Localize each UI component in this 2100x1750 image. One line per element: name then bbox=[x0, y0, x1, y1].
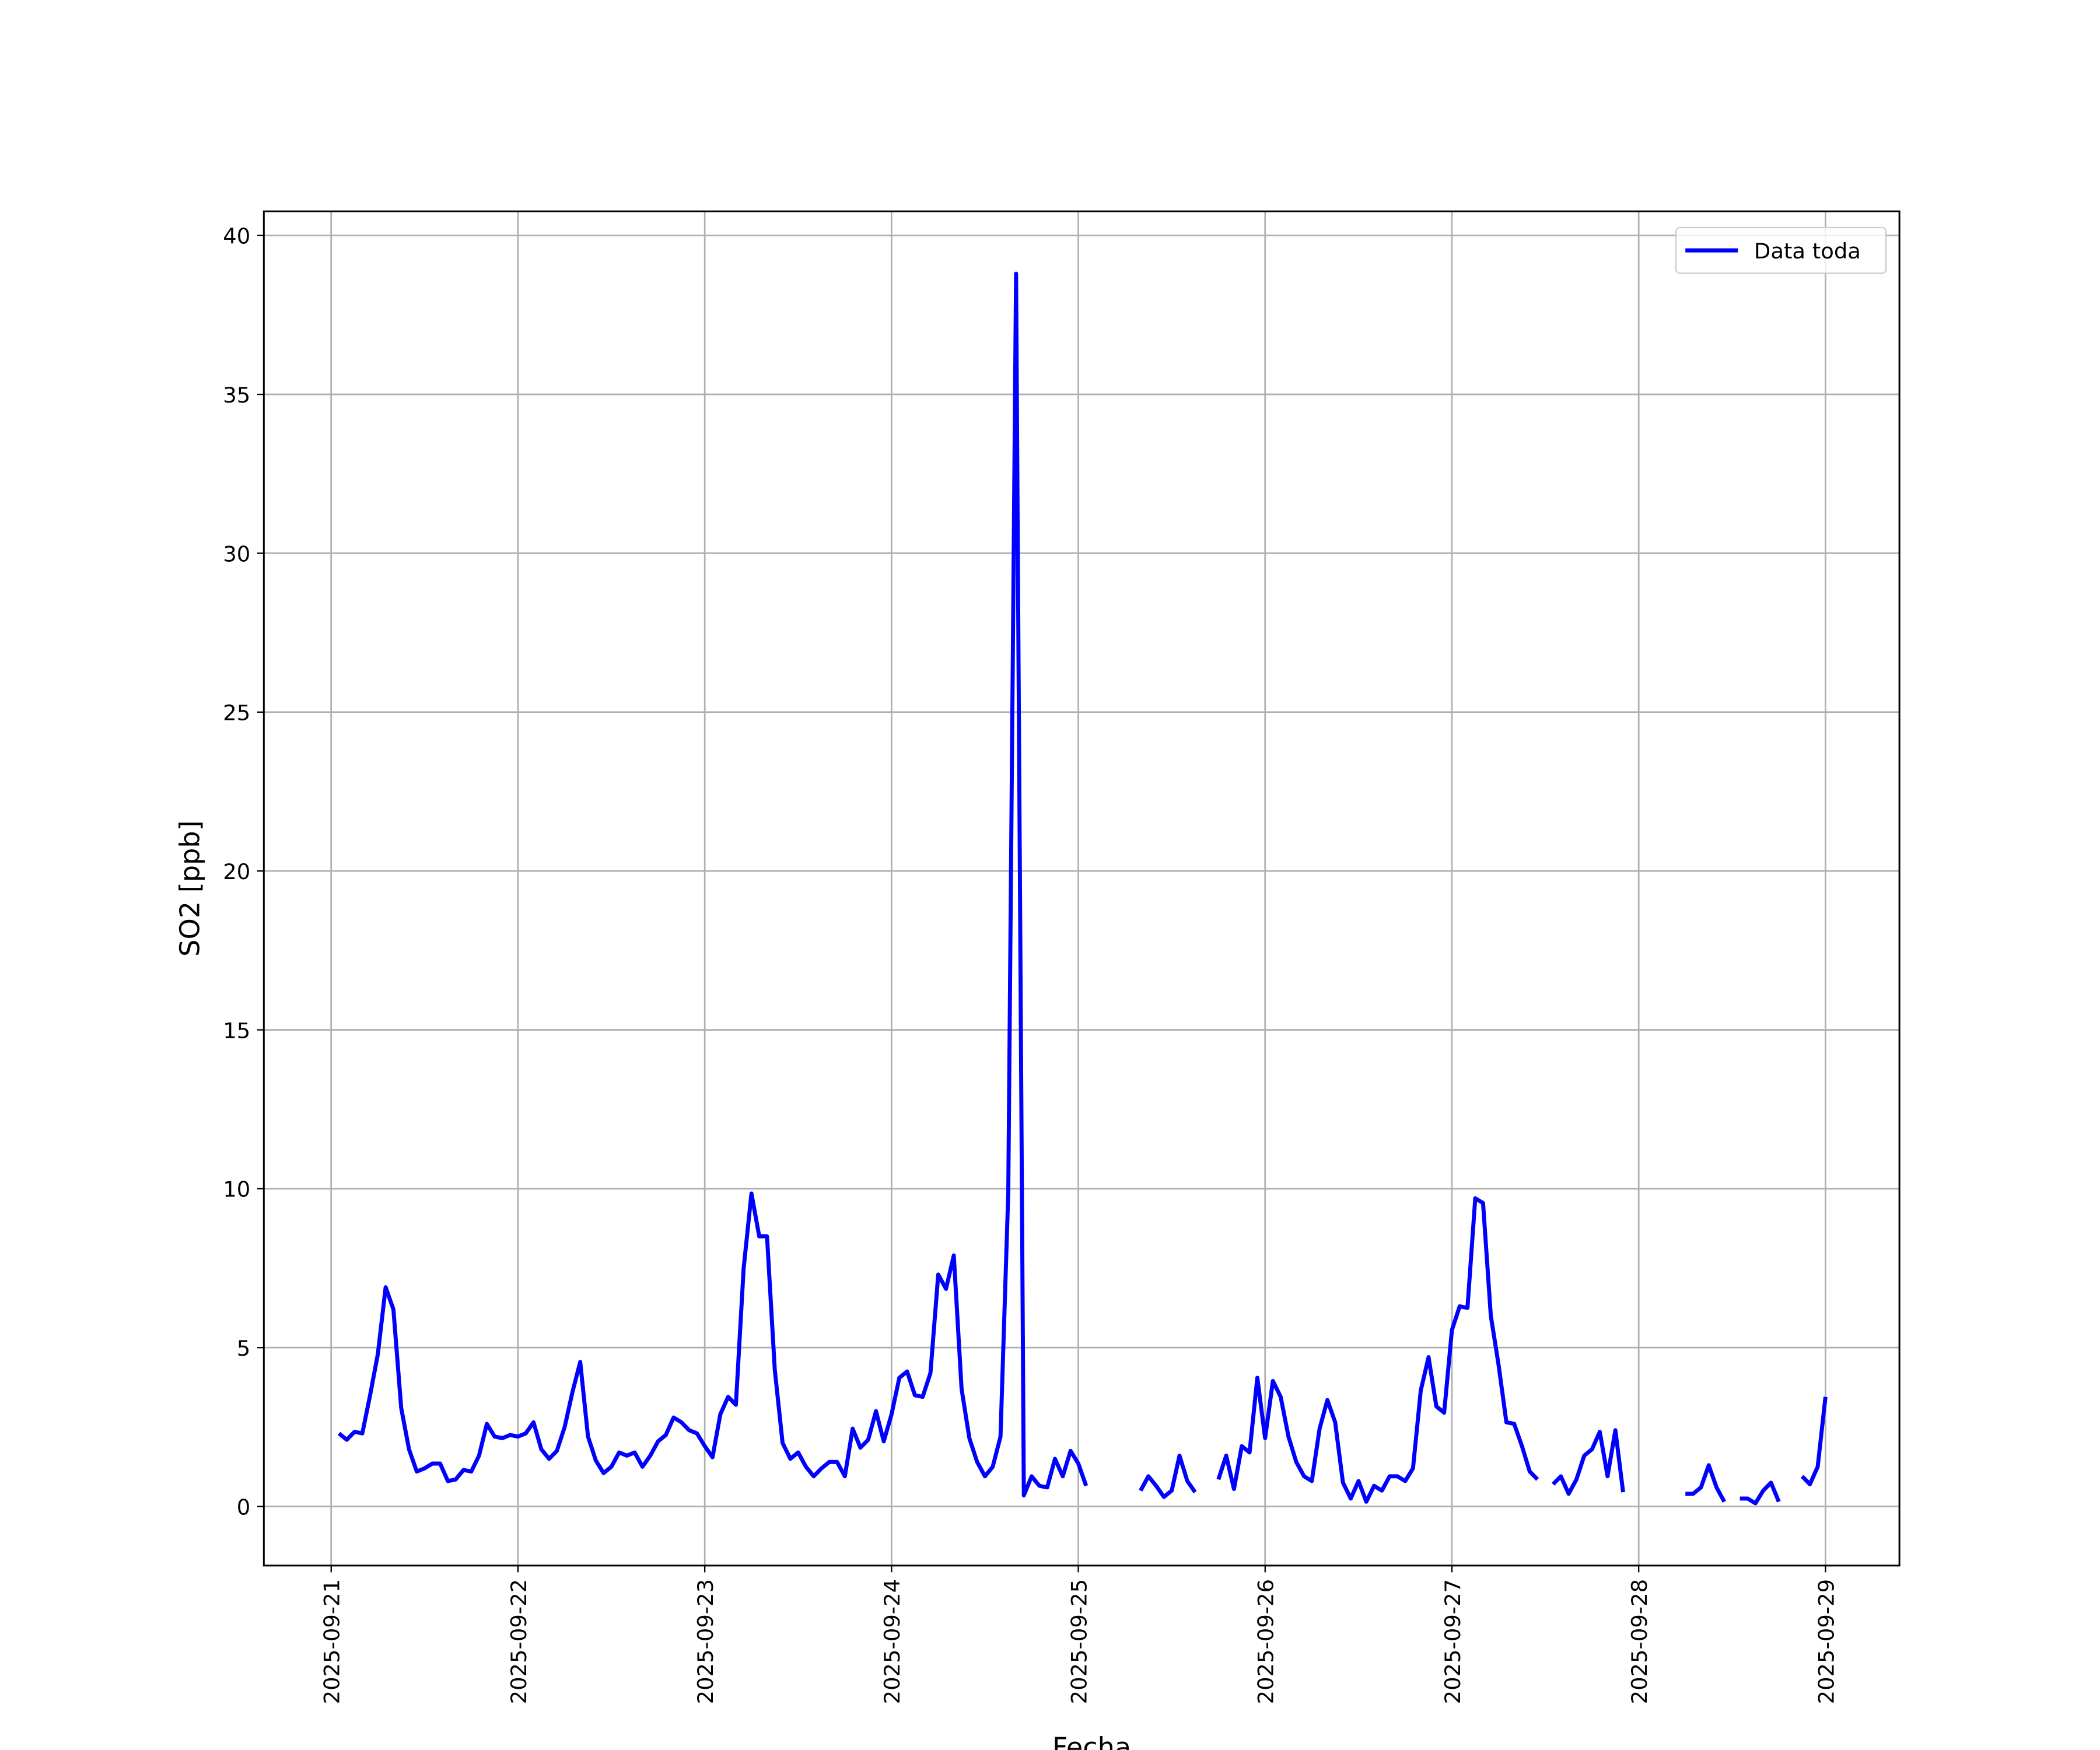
x-tick-label: 2025-09-21 bbox=[320, 1579, 345, 1704]
y-axis-label: SO2 [ppb] bbox=[174, 820, 206, 957]
y-tick-label: 35 bbox=[223, 383, 250, 408]
data-line bbox=[1216, 1196, 1539, 1504]
y-tick-label: 30 bbox=[223, 541, 250, 566]
x-axis-label: Fecha bbox=[1052, 1732, 1131, 1750]
x-tick-label: 2025-09-25 bbox=[1066, 1579, 1091, 1704]
data-line bbox=[337, 271, 1088, 1497]
y-tick-label: 25 bbox=[223, 701, 250, 726]
y-tick-label: 40 bbox=[223, 224, 250, 249]
data-line bbox=[1685, 1463, 1726, 1503]
y-tick-label: 15 bbox=[223, 1018, 250, 1043]
x-tick-label: 2025-09-28 bbox=[1627, 1579, 1652, 1704]
data-line bbox=[1551, 1428, 1625, 1496]
y-tick-label: 5 bbox=[237, 1336, 250, 1361]
data-line bbox=[1800, 1396, 1828, 1486]
legend-box bbox=[1675, 226, 1887, 274]
data-line bbox=[1139, 1453, 1197, 1499]
x-tick-label: 2025-09-29 bbox=[1814, 1579, 1839, 1704]
x-tick-label: 2025-09-24 bbox=[880, 1579, 905, 1704]
data-line bbox=[1740, 1480, 1781, 1506]
y-tick-label: 10 bbox=[223, 1177, 250, 1202]
x-tick-label: 2025-09-26 bbox=[1254, 1579, 1279, 1704]
legend-label: Data toda bbox=[1754, 239, 1861, 264]
y-tick-label: 20 bbox=[223, 859, 250, 884]
y-tick-label: 0 bbox=[237, 1494, 250, 1520]
plot-frame bbox=[262, 210, 1901, 1567]
x-tick-label: 2025-09-27 bbox=[1440, 1579, 1465, 1704]
x-tick-label: 2025-09-22 bbox=[506, 1579, 531, 1704]
x-tick-label: 2025-09-23 bbox=[693, 1579, 718, 1704]
